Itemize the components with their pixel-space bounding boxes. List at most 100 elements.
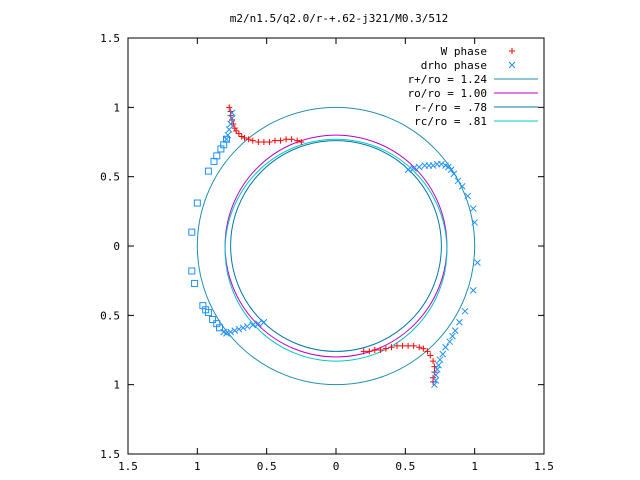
x-tick-label: 1.5 bbox=[534, 460, 554, 473]
w-phase-point bbox=[231, 125, 238, 132]
y-tick-label: 1 bbox=[113, 379, 120, 392]
legend-label: r+/ro = 1.24 bbox=[408, 73, 488, 86]
y-tick-label: 0 bbox=[113, 240, 120, 253]
phase-points bbox=[188, 104, 481, 389]
drho-phase-point bbox=[454, 177, 462, 185]
drho-phase-point bbox=[474, 259, 481, 266]
w-phase-point bbox=[360, 348, 367, 355]
drho-square-point bbox=[217, 145, 225, 153]
drho-square-point bbox=[193, 199, 201, 207]
y-tick-label: 1 bbox=[113, 101, 120, 114]
w-phase-point bbox=[271, 137, 278, 144]
drho-phase-point bbox=[220, 328, 228, 336]
drho-phase-point bbox=[436, 356, 444, 364]
axis-ticks: 1.5 1 0.5 0 0.5 1 1.51.510.500.511.5 bbox=[100, 32, 554, 473]
w-phase-point bbox=[255, 139, 262, 145]
w-phase-point bbox=[277, 137, 284, 144]
y-tick-label: 1.5 bbox=[100, 32, 120, 45]
w-phase-point bbox=[294, 137, 301, 144]
x-tick-label: 1 bbox=[194, 460, 201, 473]
drho-phase-point bbox=[447, 166, 455, 174]
y-tick-label: 0.5 bbox=[100, 309, 120, 322]
drho-phase-point bbox=[404, 166, 412, 174]
w-phase-point bbox=[266, 139, 273, 145]
drho-phase-point bbox=[225, 126, 233, 133]
x-tick-label: 0.5 bbox=[257, 460, 277, 473]
drho-phase-point bbox=[227, 328, 234, 336]
drho-phase-point bbox=[227, 120, 234, 128]
drho-phase-point bbox=[228, 115, 236, 122]
w-phase-point bbox=[260, 139, 267, 145]
radius-circles bbox=[196, 106, 476, 386]
w-phase-point bbox=[388, 344, 395, 351]
drho-phase-point bbox=[469, 205, 477, 212]
drho-phase-point bbox=[435, 361, 442, 369]
w-phase-point bbox=[371, 347, 378, 353]
drho-phase-point bbox=[235, 325, 243, 333]
drho-phase-point bbox=[442, 343, 449, 351]
w-phase-point bbox=[245, 136, 252, 143]
drho-phase-point bbox=[228, 109, 236, 117]
legend-label: r-/ro = .78 bbox=[414, 101, 487, 114]
x-tick-label: 1 bbox=[471, 460, 478, 473]
drho-phase-point bbox=[469, 287, 477, 294]
y-tick-label: 0.5 bbox=[100, 171, 120, 184]
w-phase-point bbox=[226, 104, 233, 111]
w-phase-point bbox=[249, 137, 256, 144]
w-phase-point bbox=[424, 348, 431, 355]
x-tick-label: 0 bbox=[333, 460, 340, 473]
drho-phase-point bbox=[439, 350, 447, 358]
legend-plus-marker bbox=[509, 48, 515, 54]
drho-phase-point bbox=[431, 381, 438, 389]
w-phase-point bbox=[288, 136, 295, 143]
drho-phase-point bbox=[438, 160, 445, 168]
drho-phase-point bbox=[432, 371, 440, 379]
drho-phase-point bbox=[458, 183, 466, 190]
drho-phase-point bbox=[410, 164, 418, 172]
w-phase-point bbox=[420, 345, 427, 352]
radius-circle bbox=[196, 106, 476, 386]
legend-label: ro/ro = 1.00 bbox=[408, 87, 487, 100]
legend-label: drho phase bbox=[421, 59, 487, 72]
drho-square-point bbox=[188, 267, 196, 275]
w-phase-point bbox=[416, 344, 423, 351]
w-phase-point bbox=[377, 347, 384, 353]
chart-title: m2/n1.5/q2.0/r-+.62-j321/M0.3/512 bbox=[230, 12, 449, 25]
w-phase-point bbox=[410, 342, 417, 349]
w-phase-point bbox=[241, 134, 248, 141]
drho-phase-point bbox=[446, 338, 454, 346]
drho-phase-point bbox=[464, 192, 472, 200]
drho-phase-point bbox=[260, 318, 268, 326]
w-phase-point bbox=[283, 136, 290, 143]
drho-phase-point bbox=[415, 163, 423, 171]
drho-phase-point bbox=[433, 366, 441, 373]
legend-label: rc/ro = .81 bbox=[414, 115, 487, 128]
radius-circle bbox=[230, 140, 442, 352]
legend-label: W phase bbox=[441, 45, 487, 58]
drho-phase-point bbox=[449, 332, 456, 340]
drho-square-point bbox=[204, 309, 212, 317]
drho-phase-point bbox=[243, 323, 251, 330]
drho-phase-point bbox=[429, 162, 437, 169]
y-tick-label: 1.5 bbox=[100, 448, 120, 461]
drho-phase-point bbox=[456, 318, 463, 326]
w-phase-point bbox=[382, 345, 389, 352]
drho-square-point bbox=[210, 157, 218, 165]
w-phase-point bbox=[394, 342, 401, 349]
w-phase-point bbox=[238, 133, 245, 140]
w-phase-point bbox=[366, 348, 373, 355]
w-phase-point bbox=[405, 342, 412, 349]
drho-phase-point bbox=[471, 219, 479, 226]
w-phase-point bbox=[399, 342, 406, 349]
legend-cross-marker bbox=[508, 61, 516, 69]
drho-square-point bbox=[188, 228, 196, 236]
drho-phase-point bbox=[450, 170, 458, 178]
w-phase-point bbox=[298, 139, 305, 145]
w-phase-point bbox=[233, 127, 240, 134]
drho-phase-point bbox=[223, 135, 230, 143]
radius-circle bbox=[224, 138, 448, 362]
w-phase-point bbox=[430, 358, 437, 365]
drho-phase-point bbox=[239, 324, 247, 332]
